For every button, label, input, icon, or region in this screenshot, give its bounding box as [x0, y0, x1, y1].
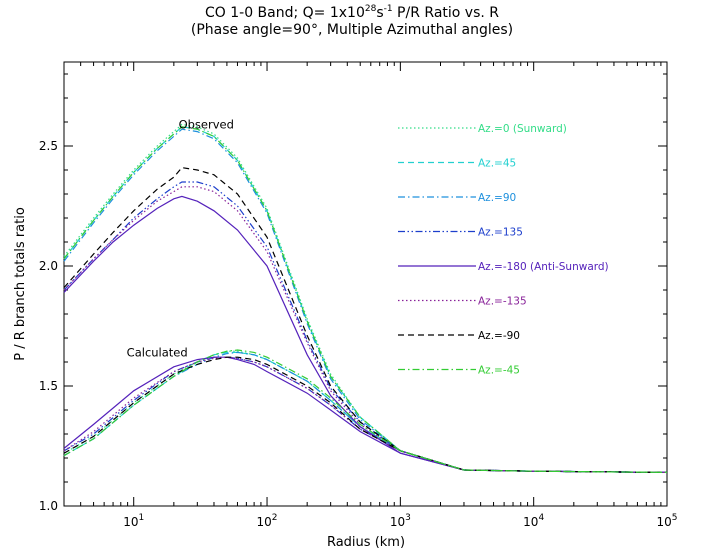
- annotations: Observed Calculated: [127, 117, 234, 359]
- y-axis-label: P / R branch totals ratio: [13, 207, 28, 361]
- x-tick-label: 103: [390, 513, 411, 529]
- series-line-observed-6: [63, 166, 668, 473]
- annotation-label: Observed: [179, 117, 234, 131]
- legend-label: Az.=-135: [478, 296, 527, 308]
- series-line-calculated-6: [63, 356, 668, 473]
- x-tick-label: 102: [257, 513, 278, 529]
- legend-label: Az.=45: [478, 158, 516, 170]
- legend-label: Az.=-90: [478, 330, 520, 342]
- legend: Az.=0 (Sunward) Az.=45 Az.=90 Az.=135 Az.=-1…: [398, 123, 609, 377]
- series-line-observed-1: [63, 126, 668, 473]
- series-line-calculated-4: [63, 356, 668, 473]
- legend-label: Az.=-180 (Anti-Sunward): [478, 261, 609, 273]
- series-line-observed-3: [63, 181, 668, 473]
- legend-label: Az.=90: [478, 192, 516, 204]
- series-line-observed-2: [63, 128, 668, 473]
- legend-label: Az.=0 (Sunward): [478, 123, 567, 135]
- series-line-calculated-3: [63, 356, 668, 473]
- series-line-calculated-5: [63, 356, 668, 473]
- axis-ticks: 1.0 1.5 2.0 2.5 101 102 103 104 105: [39, 62, 678, 529]
- series-line-calculated-1: [63, 351, 668, 473]
- x-axis-label: Radius (km): [327, 535, 405, 550]
- y-tick-label: 2.0: [39, 259, 58, 273]
- series-line-observed-4: [63, 195, 668, 473]
- y-tick-label: 1.0: [39, 499, 58, 513]
- series-line-observed-5: [63, 186, 668, 473]
- annotation-label: Calculated: [127, 345, 188, 359]
- series-line-observed-7: [63, 126, 668, 473]
- chart-title-line1: CO 1-0 Band; Q= 1x1028s-1 P/R Ratio vs. …: [205, 4, 499, 21]
- series-line-calculated-0: [63, 350, 668, 473]
- series-line-observed-0: [63, 123, 668, 473]
- x-tick-label: 101: [123, 513, 144, 529]
- chart-title-line2: (Phase angle=90°, Multiple Azimuthal ang…: [191, 22, 513, 38]
- x-tick-label: 104: [523, 513, 544, 529]
- series-lines: [63, 123, 668, 473]
- y-tick-label: 1.5: [39, 379, 58, 393]
- legend-label: Az.=-45: [478, 365, 520, 377]
- plot-frame: [63, 61, 668, 507]
- legend-label: Az.=135: [478, 227, 523, 239]
- x-tick-label: 105: [656, 513, 677, 529]
- y-tick-label: 2.5: [39, 139, 58, 153]
- series-line-calculated-2: [63, 351, 668, 473]
- series-line-calculated-7: [63, 349, 668, 473]
